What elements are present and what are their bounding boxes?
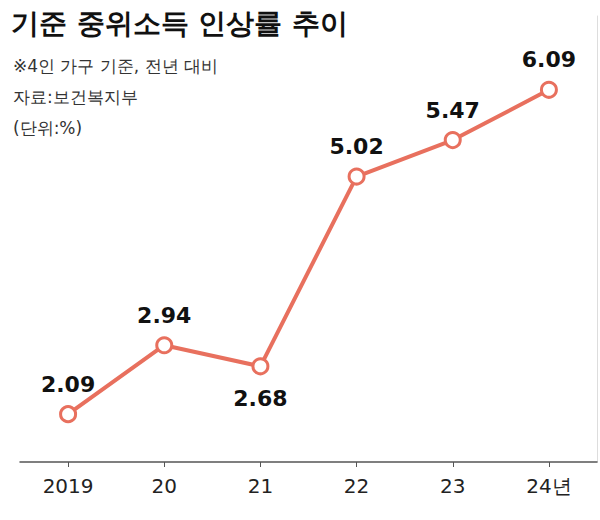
svg-text:2.09: 2.09	[41, 372, 95, 397]
svg-text:자료:보건복지부: 자료:보건복지부	[13, 87, 138, 107]
svg-text:20: 20	[152, 474, 177, 498]
svg-text:5.02: 5.02	[329, 134, 383, 159]
svg-text:5.47: 5.47	[426, 98, 480, 123]
svg-text:2.94: 2.94	[137, 303, 191, 328]
svg-text:2.68: 2.68	[233, 386, 287, 411]
svg-text:24년: 24년	[526, 474, 571, 498]
svg-text:22: 22	[344, 474, 369, 498]
svg-text:(단위:%): (단위:%)	[13, 118, 82, 138]
svg-text:2019: 2019	[43, 474, 94, 498]
svg-text:21: 21	[248, 474, 273, 498]
svg-text:기준 중위소득 인상률 추이: 기준 중위소득 인상률 추이	[11, 7, 348, 40]
svg-text:※4인 가구 기준, 전년 대비: ※4인 가구 기준, 전년 대비	[13, 56, 218, 76]
svg-text:23: 23	[440, 474, 465, 498]
svg-text:6.09: 6.09	[522, 47, 576, 72]
